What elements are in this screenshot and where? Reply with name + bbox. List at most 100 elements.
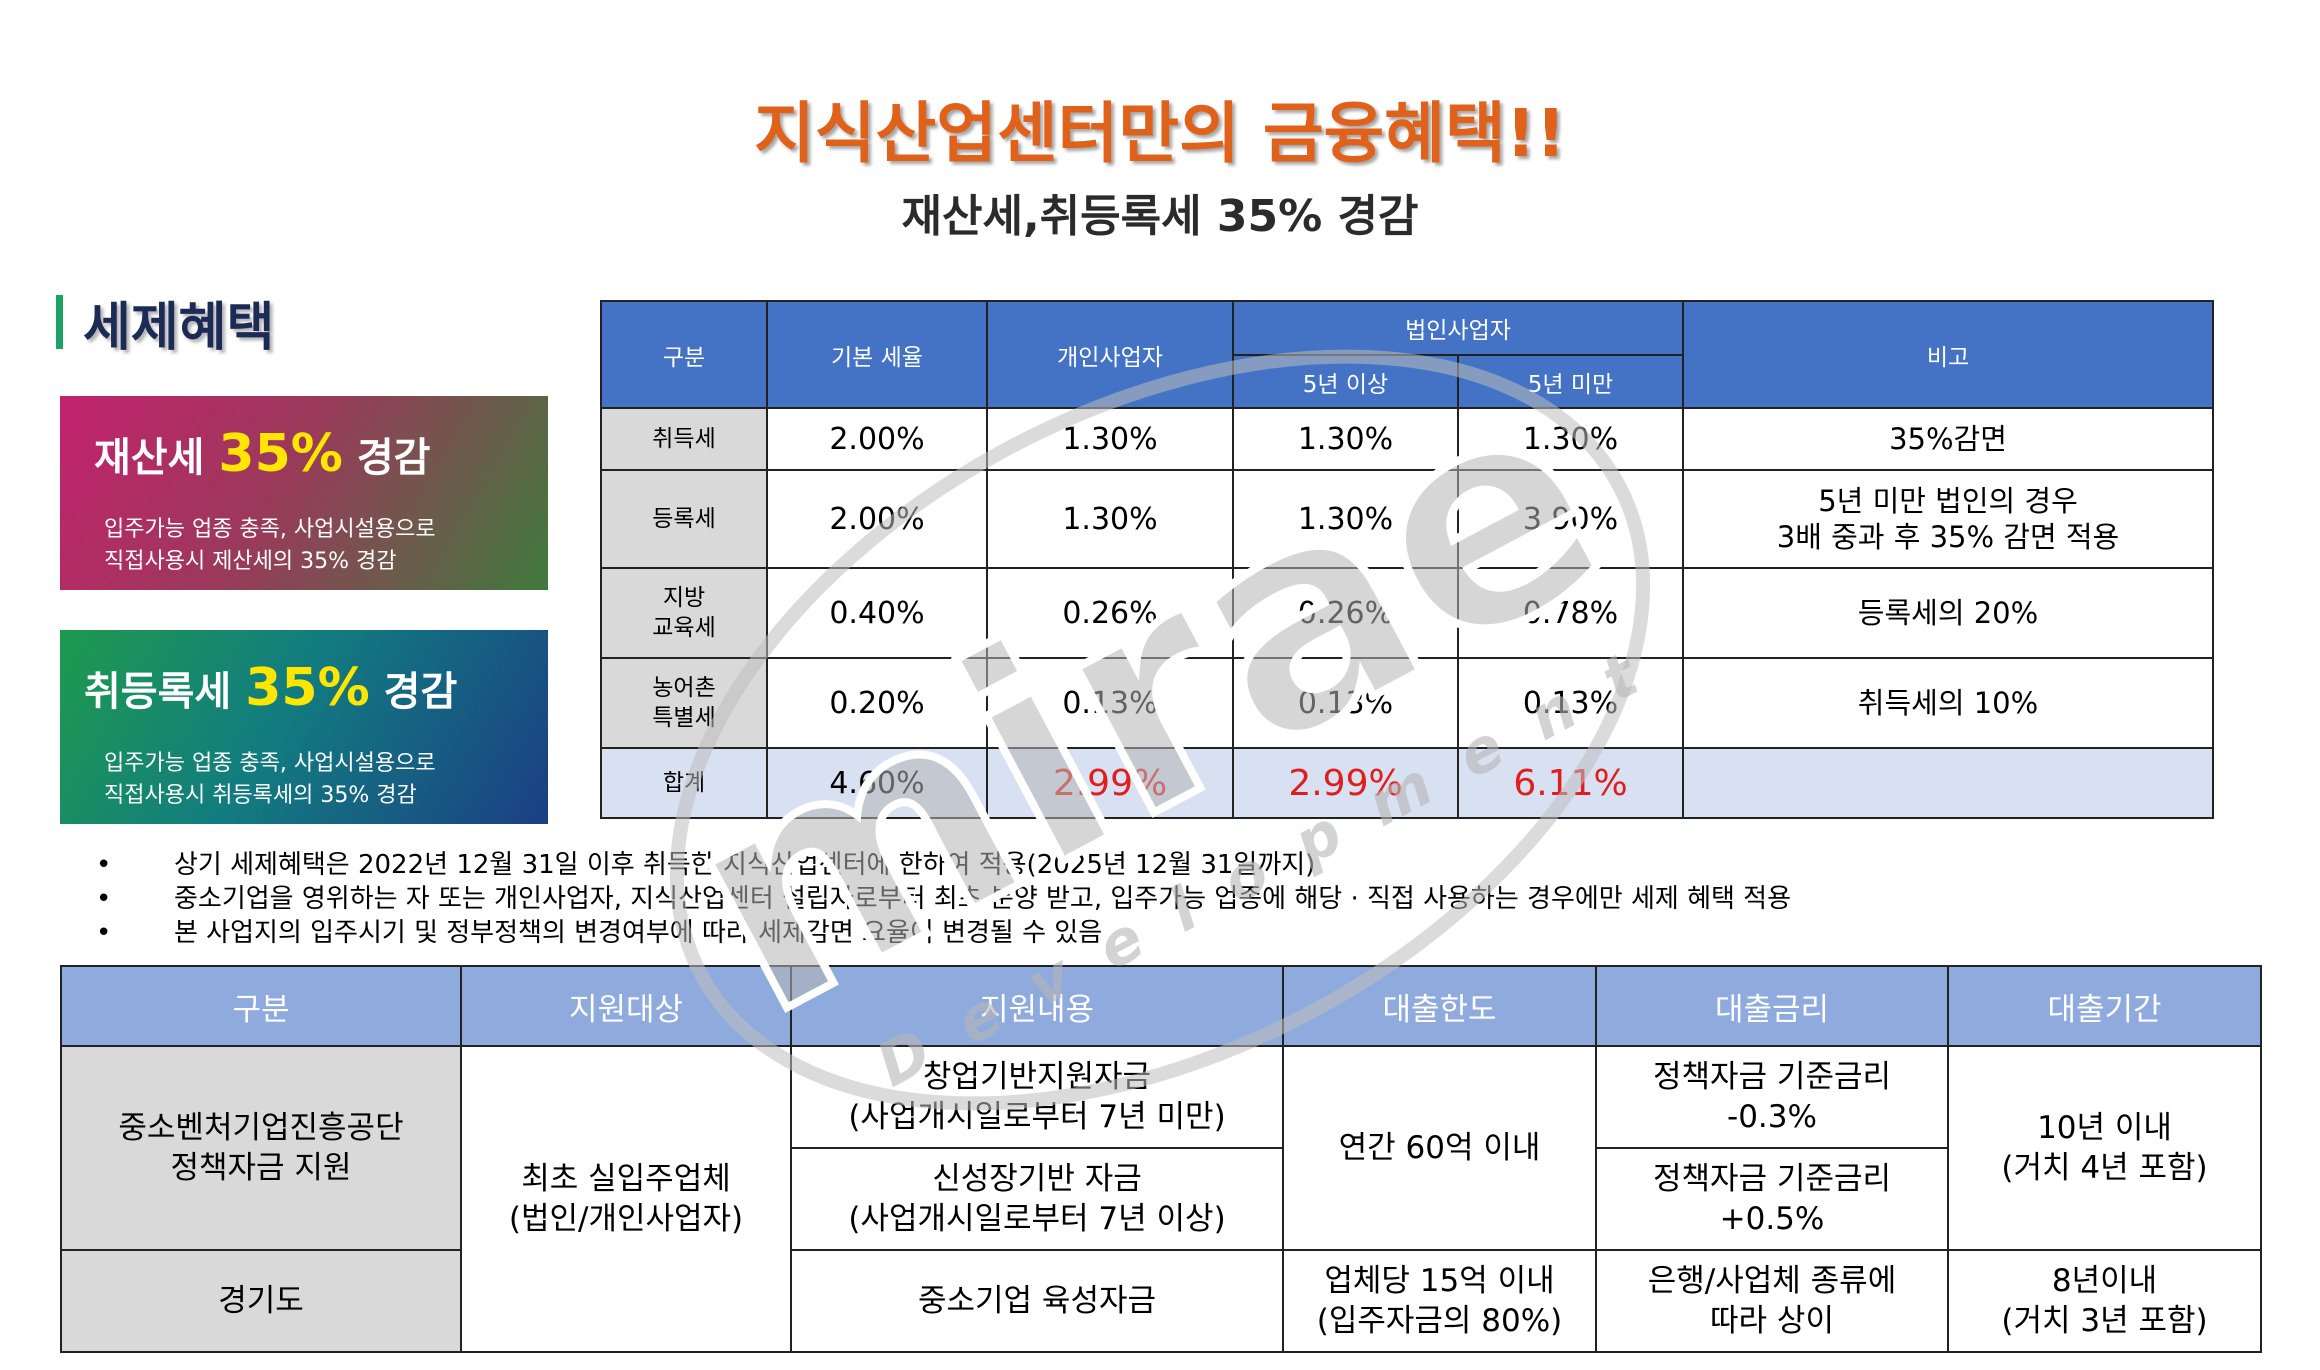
cell-base: 2.00%	[766, 407, 988, 471]
card-desc-line: 입주가능 업종 충족, 사업시설용으로	[104, 751, 436, 776]
cell-individual: 2.99%	[986, 747, 1234, 819]
table-row: 경기도 중소기업 육성자금 업체당 15억 이내 (입주자금의 80%) 은행/…	[60, 1249, 2262, 1353]
loan-rate: 은행/사업체 종류에 따라 상이	[1595, 1249, 1949, 1353]
support-content: 신성장기반 자금 (사업개시일로부터 7년 이상)	[790, 1147, 1284, 1251]
rate-line: -0.3%	[1727, 1099, 1817, 1135]
cell-under5: 6.11%	[1457, 747, 1684, 819]
loan-header-row: 구분 지원대상 지원내용 대출한도 대출금리 대출기간	[60, 965, 2262, 1047]
cell-under5: 1.30%	[1457, 407, 1684, 471]
cell-under5: 0.13%	[1457, 657, 1684, 749]
table-row: 신성장기반 자금 (사업개시일로부터 7년 이상) 정책자금 기준금리 +0.5…	[61, 1147, 2261, 1251]
table-row: 지방 교육세 0.40% 0.26% 0.26% 0.78% 등록세의 20%	[600, 567, 2214, 659]
header-base-rate: 기본 세율	[766, 300, 988, 409]
row-label: 합계	[600, 747, 768, 819]
support-content: 창업기반지원자금 (사업개시일로부터 7년 미만)	[790, 1045, 1284, 1149]
table-row: 농어촌 특별세 0.20% 0.13% 0.13% 0.13% 취득세의 10%	[600, 657, 2214, 749]
loan-header-target: 지원대상	[460, 965, 792, 1047]
property-tax-card: 재산세 35% 경감 입주가능 업종 충족, 사업시설용으로 직접사용시 제산세…	[60, 396, 548, 590]
page-subtitle: 재산세,취등록세 35% 경감	[901, 191, 1419, 242]
table-row: 취득세 2.00% 1.30% 1.30% 1.30% 35%감면	[600, 407, 2214, 471]
target-line: 최초 실입주업체	[521, 1161, 731, 1197]
loan-limit: 연간 60억 이내	[1282, 1045, 1597, 1251]
org-sbc: 중소벤처기업진흥공단 정책자금 지원	[60, 1045, 462, 1251]
card-prefix: 취등록세	[84, 669, 232, 715]
card-suffix: 경감	[383, 669, 458, 715]
bullet: •	[96, 918, 112, 948]
header-category: 구분	[600, 300, 768, 409]
loan-header-category: 구분	[60, 965, 462, 1047]
cell-individual: 0.13%	[986, 657, 1234, 749]
row-label: 취득세	[600, 407, 768, 471]
loan-header-content: 지원내용	[790, 965, 1284, 1047]
bullet: •	[96, 884, 112, 914]
loan-header-rate: 대출금리	[1595, 965, 1949, 1047]
row-label-line: 지방	[662, 585, 706, 611]
rate-line: 은행/사업체 종류에	[1647, 1263, 1897, 1299]
cell-remarks: 취득세의 10%	[1682, 657, 2214, 749]
cell-base: 0.20%	[766, 657, 988, 749]
cell-individual: 1.30%	[986, 469, 1234, 569]
note-text: 상기 세제혜택은 2022년 12월 31일 이후 취득한 지식산업센터에 한하…	[174, 850, 1316, 880]
support-content: 중소기업 육성자금	[790, 1249, 1284, 1353]
list-item: • 본 사업지의 입주시기 및 정부정책의 변경여부에 따라 세제감면 요율이 …	[96, 916, 1791, 950]
card-description: 입주가능 업종 충족, 사업시설용으로 직접사용시 제산세의 35% 경감	[94, 514, 548, 578]
card-suffix: 경감	[356, 435, 431, 481]
loan-table: 구분 지원대상 지원내용 대출한도 대출금리 대출기간 중소벤처기업진흥공단 정…	[60, 965, 2262, 1353]
list-item: • 중소기업을 영위하는 자 또는 개인사업자, 지식산업센터 설립자로부터 최…	[96, 882, 1791, 916]
cell-over5: 0.26%	[1232, 567, 1459, 659]
row-label: 농어촌 특별세	[600, 657, 768, 749]
row-label-line: 특별세	[652, 705, 716, 731]
period-line: (거치 3년 포함)	[2001, 1303, 2208, 1339]
header-corporate: 법인사업자	[1232, 300, 1684, 356]
period-line: 8년이내	[2051, 1263, 2158, 1299]
bullet: •	[96, 850, 112, 880]
cell-over5: 1.30%	[1232, 407, 1459, 471]
rate-line: 정책자금 기준금리	[1652, 1161, 1891, 1197]
period-line: (거치 4년 포함)	[2001, 1150, 2208, 1186]
header-under5: 5년 미만	[1457, 354, 1684, 409]
cell-base: 2.00%	[766, 469, 988, 569]
loan-header-limit: 대출한도	[1282, 965, 1597, 1047]
loan-limit: 업체당 15억 이내 (입주자금의 80%)	[1282, 1249, 1597, 1353]
tax-table: 구분 기본 세율 개인사업자 법인사업자 비고 5년 이상 5년 미만 취득세 …	[600, 300, 2214, 819]
cell-over5: 0.13%	[1232, 657, 1459, 749]
loan-period: 10년 이내 (거치 4년 포함)	[1947, 1045, 2262, 1251]
table-row: 등록세 2.00% 1.30% 1.30% 3.90% 5년 미만 법인의 경우…	[600, 469, 2214, 569]
remarks-line: 3배 중과 후 35% 감면 적용	[1776, 520, 2120, 554]
cell-under5: 3.90%	[1457, 469, 1684, 569]
cell-base: 0.40%	[766, 567, 988, 659]
cell-under5: 0.78%	[1457, 567, 1684, 659]
rate-line: 정책자금 기준금리	[1652, 1059, 1891, 1095]
row-label-line: 교육세	[652, 615, 716, 641]
target-line: (법인/개인사업자)	[508, 1201, 744, 1237]
row-label: 등록세	[600, 469, 768, 569]
cell-individual: 1.30%	[986, 407, 1234, 471]
list-item: • 상기 세제혜택은 2022년 12월 31일 이후 취득한 지식산업센터에 …	[96, 848, 1791, 882]
cell-over5: 1.30%	[1232, 469, 1459, 569]
content-line: (사업개시일로부터 7년 미만)	[848, 1099, 1226, 1135]
total-row: 합계 4.60% 2.99% 2.99% 6.11%	[600, 747, 2214, 819]
card-prefix: 재산세	[94, 435, 205, 481]
section-accent-bar	[56, 295, 63, 349]
support-target: 최초 실입주업체 (법인/개인사업자)	[460, 1045, 792, 1353]
header-remarks: 비고	[1682, 300, 2214, 409]
cell-base: 4.60%	[766, 747, 988, 819]
card-percent: 35%	[218, 424, 343, 484]
loan-rate: 정책자금 기준금리 -0.3%	[1595, 1045, 1949, 1149]
card-desc-line: 직접사용시 제산세의 35% 경감	[104, 549, 397, 574]
row-label-line: 농어촌	[652, 675, 716, 701]
loan-rate: 정책자금 기준금리 +0.5%	[1595, 1147, 1949, 1251]
rate-line: +0.5%	[1719, 1201, 1825, 1237]
header-over5: 5년 이상	[1232, 354, 1459, 409]
section-title: 세제혜택	[83, 297, 275, 358]
content-line: 창업기반지원자금	[922, 1059, 1152, 1095]
cell-over5: 2.99%	[1232, 747, 1459, 819]
remarks-line: 5년 미만 법인의 경우	[1818, 484, 2078, 518]
loan-period: 8년이내 (거치 3년 포함)	[1947, 1249, 2262, 1353]
note-text: 중소기업을 영위하는 자 또는 개인사업자, 지식산업센터 설립자로부터 최초 …	[174, 884, 1792, 914]
limit-line: 업체당 15억 이내	[1324, 1263, 1555, 1299]
card-desc-line: 직접사용시 취등록세의 35% 경감	[104, 783, 417, 808]
card-desc-line: 입주가능 업종 충족, 사업시설용으로	[104, 517, 436, 542]
org-line: 중소벤처기업진흥공단	[118, 1110, 404, 1146]
row-label: 지방 교육세	[600, 567, 768, 659]
